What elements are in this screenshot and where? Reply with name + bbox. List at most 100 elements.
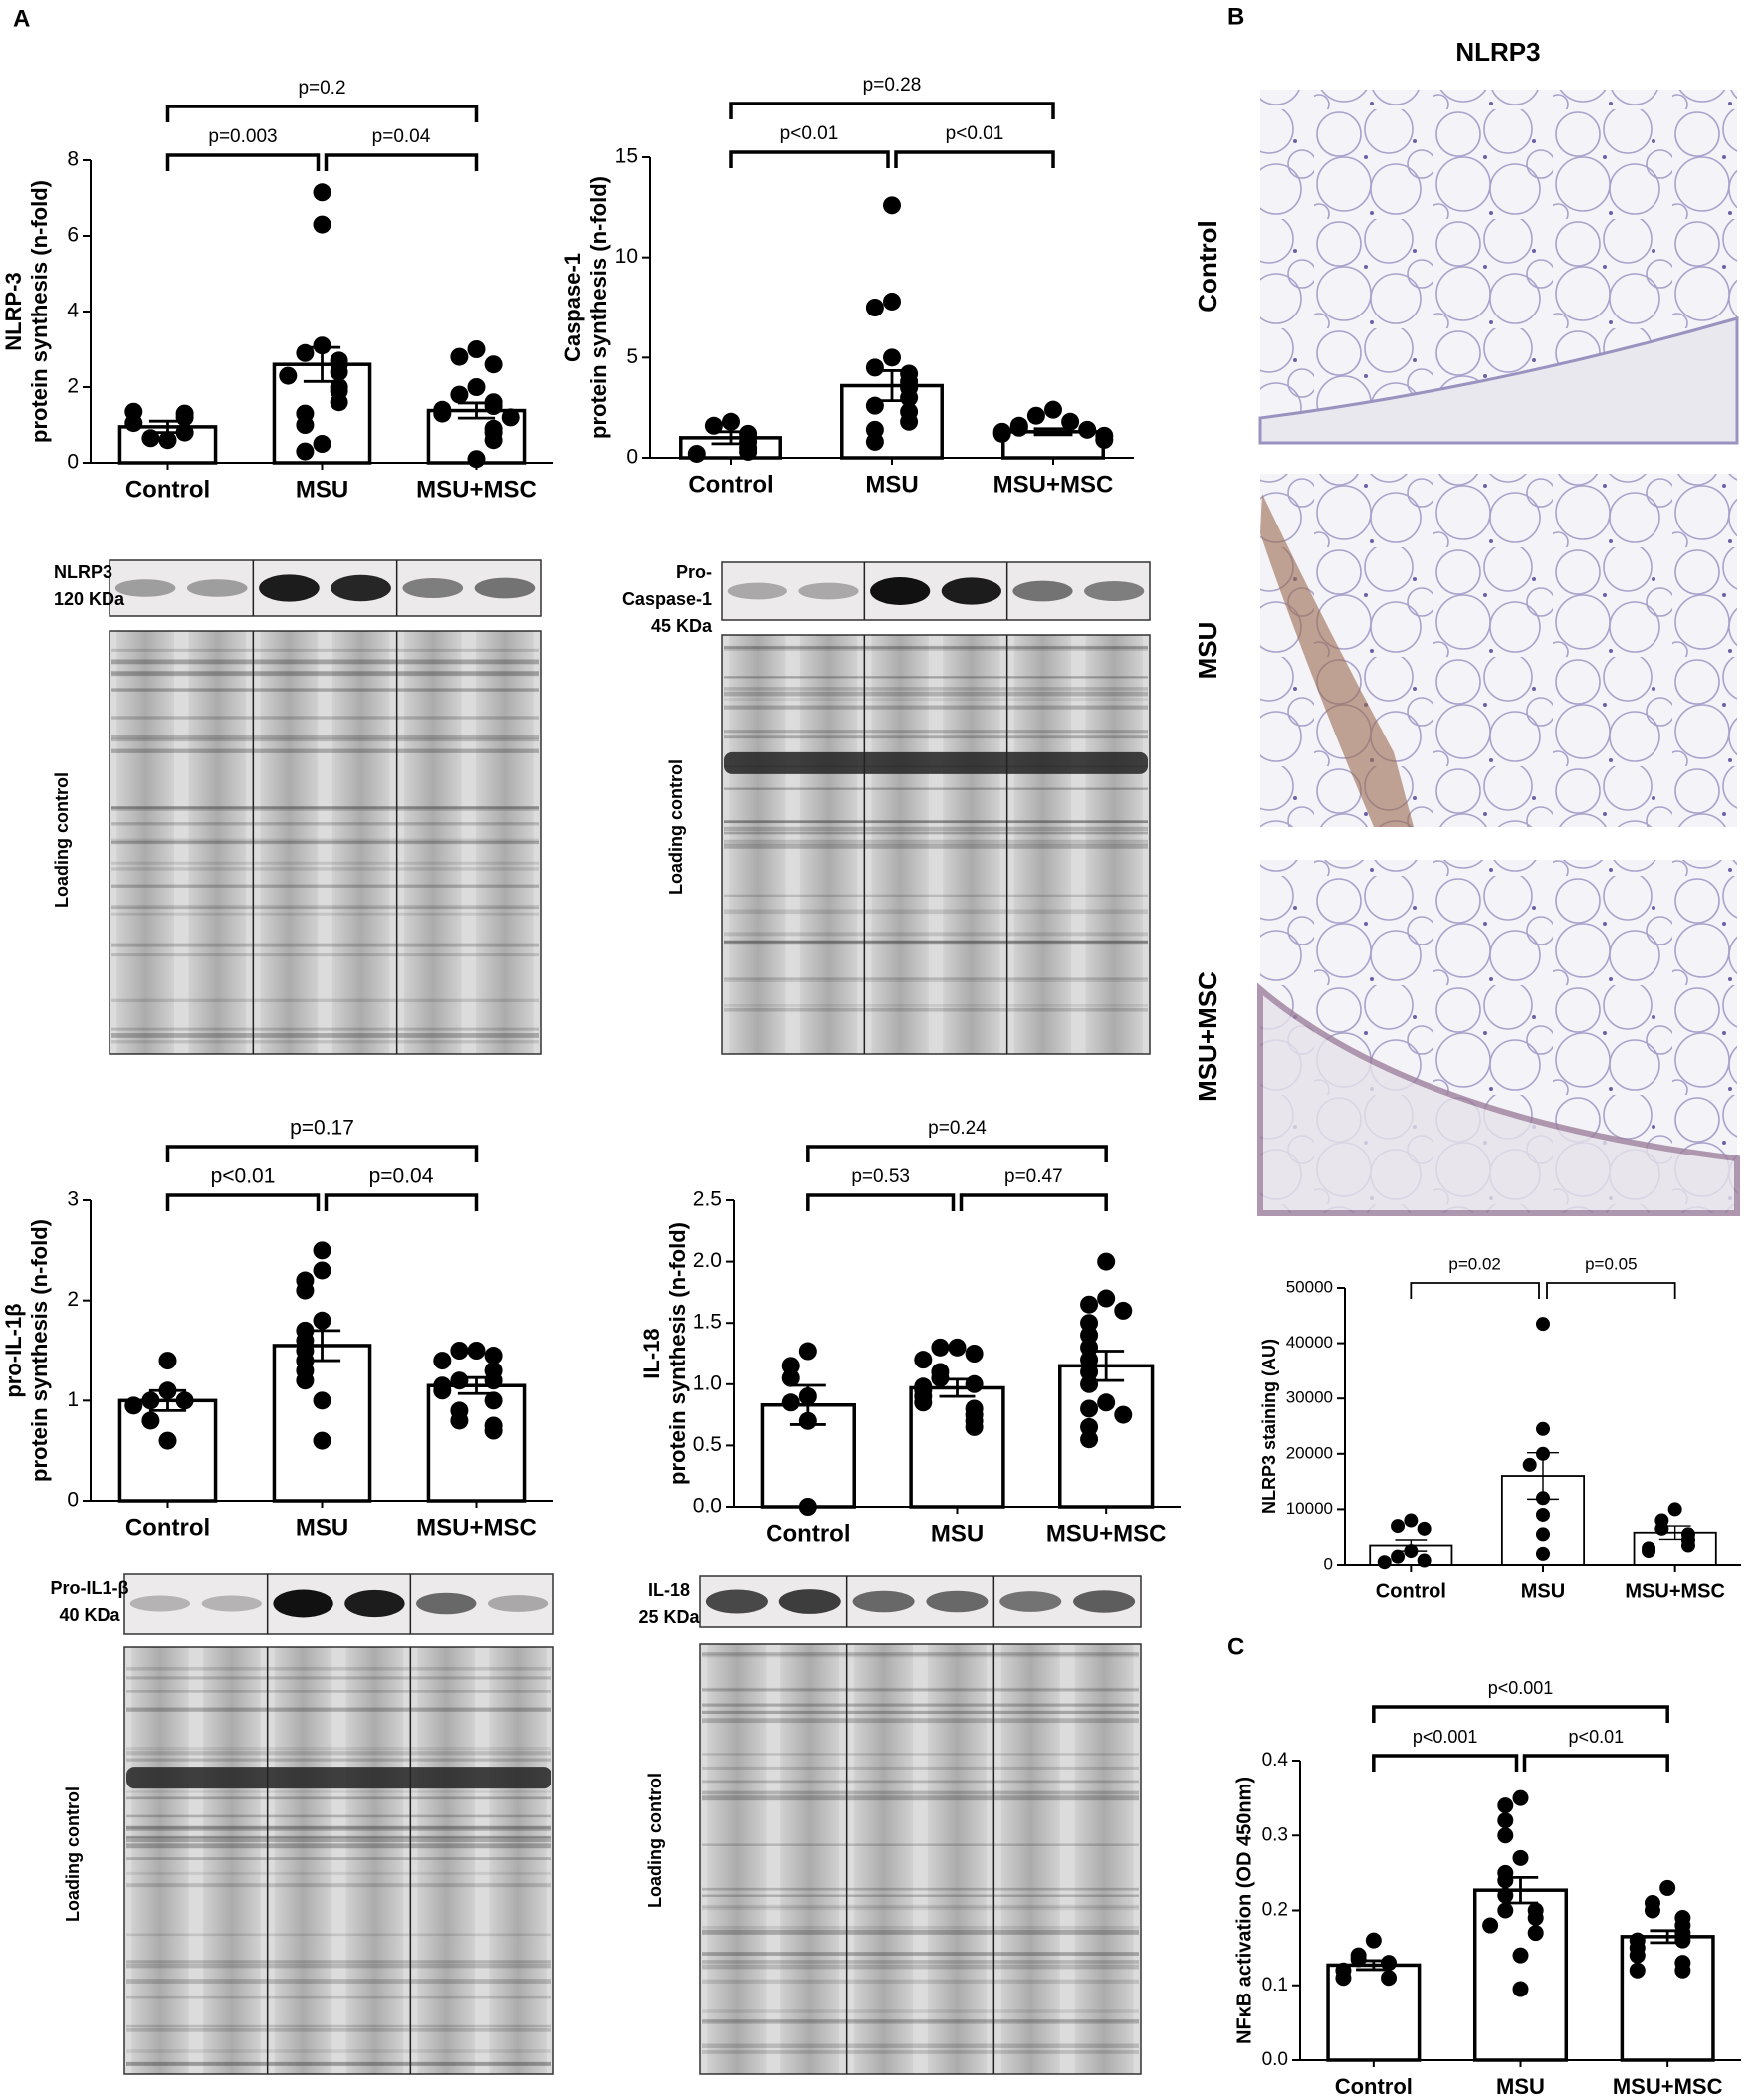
loading-band [126,2049,551,2053]
loading-lane [799,635,858,1054]
loading-band [702,1887,1139,1891]
loading-band [724,844,1148,849]
data-point [931,1338,950,1357]
loading-band [724,705,1148,710]
blot-band [798,582,859,600]
y-tick-label: 0 [67,451,79,474]
data-point [1497,1887,1514,1904]
data-point [484,1347,503,1365]
data-point [781,1393,800,1412]
loading-band [702,2018,1139,2024]
data-point [313,215,331,234]
y-tick-label: 40000 [1286,1333,1333,1352]
p-value-label: p=0.17 [290,1117,354,1140]
significance-bracket [165,105,479,122]
data-point [914,1393,933,1412]
histology-row-label: MSU [1193,622,1222,680]
loading-band [724,687,1148,691]
significance-bracket [806,1145,1108,1162]
p-value-label: p<0.01 [211,1165,276,1188]
significance-bracket [165,153,321,171]
loading-band [111,737,539,742]
data-point [722,412,740,431]
data-point [1080,1399,1099,1418]
significance-bracket [324,153,479,171]
y-tick-label: 4 [67,300,79,322]
loading-band [724,820,1148,823]
data-point [1026,406,1045,425]
loading-lane [854,1644,914,2074]
data-point [484,397,503,415]
stained-region [1260,494,1414,827]
bar [1058,1364,1155,1509]
error-bar [457,401,496,420]
data-point [865,432,884,451]
blot-strip [123,1573,554,1635]
blot-band [402,578,464,598]
blot-band [870,577,931,605]
data-point [1391,1549,1406,1564]
loading-band [126,1814,551,1818]
loading-band [702,1790,1139,1795]
blot-strip [721,561,1151,621]
y-tick-label: 2.0 [693,1249,722,1272]
data-point [330,362,348,381]
data-point [1512,1947,1529,1964]
data-point [883,196,901,215]
y-tick-label: 1.5 [693,1311,722,1334]
y-tick-label: 2 [67,1288,79,1311]
data-point [1629,1947,1646,1964]
loading-band [126,1825,551,1830]
loading-band [702,1952,1139,1956]
y-tick-label: 5 [626,345,638,368]
significance-bracket [165,1193,321,1211]
data-point [1512,1849,1529,1866]
loading-band [702,1929,1139,1935]
data-point [450,347,469,366]
y-tick-label: 0 [1324,1554,1333,1573]
y-tick-label: 10000 [1286,1499,1333,1518]
loading-band [111,659,539,665]
data-point [1497,1872,1514,1889]
loading-lane [476,631,534,1054]
blot-band [129,1595,191,1612]
loading-control [721,634,1151,1055]
loading-band [126,1843,551,1849]
loading-band [702,1718,1139,1724]
y-tick-label: 3 [67,1188,79,1211]
bar [117,1398,218,1503]
data-point [1522,1457,1537,1472]
data-point [1080,1417,1099,1436]
loading-band [111,1033,539,1038]
loading-lane [116,631,174,1054]
data-point [1114,1405,1133,1424]
bar [426,1383,527,1503]
loading-band [126,1707,551,1712]
data-point [158,431,177,450]
data-point [1417,1521,1432,1536]
loading-lane [1085,635,1143,1054]
data-point [1097,1393,1116,1412]
blot-band [186,579,248,597]
y-tick-label: 10 [615,245,638,268]
p-value-label: p=0.24 [928,1118,987,1139]
x-tick-label: MSU+MSC [416,476,537,503]
data-point [687,444,706,463]
loading-band [111,838,539,843]
loading-label: Loading control [645,1773,665,1908]
significance-bracket [1410,1282,1540,1299]
data-point [1114,1301,1133,1320]
loading-band [702,2043,1139,2048]
loading-control [699,1643,1142,2075]
y-tick-label: 0.3 [1262,1824,1288,1845]
data-point [484,431,503,450]
loading-band [111,735,539,740]
p-value-label: p<0.01 [1569,1727,1625,1747]
data-point [1527,1910,1544,1927]
data-point [296,442,315,461]
data-point [330,393,348,412]
significance-bracket [959,1193,1108,1211]
loading-band [702,1688,1139,1692]
data-point [1095,430,1114,449]
